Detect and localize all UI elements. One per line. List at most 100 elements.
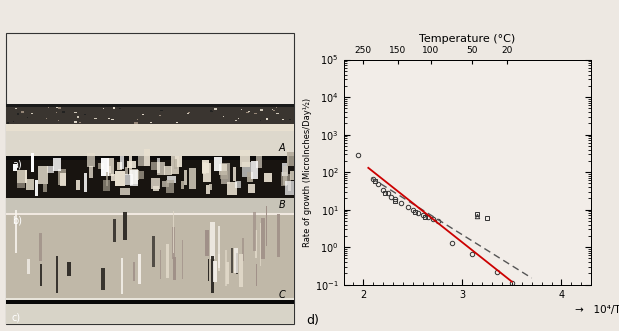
Bar [184, 170, 188, 185]
Bar [246, 112, 249, 113]
Bar [294, 149, 301, 166]
Bar [283, 166, 288, 185]
Bar [231, 248, 233, 273]
Bar [203, 164, 210, 182]
Bar [7, 122, 9, 123]
Bar [131, 170, 139, 186]
Bar [157, 163, 165, 175]
Bar [240, 151, 250, 167]
Bar [266, 118, 269, 119]
Bar [176, 122, 178, 123]
Bar [214, 158, 222, 171]
Bar [235, 120, 237, 121]
Bar [133, 262, 136, 281]
Bar [111, 174, 119, 181]
Bar [233, 167, 236, 181]
Bar [256, 264, 258, 286]
Bar [206, 185, 210, 194]
Bar [282, 119, 284, 120]
Bar [150, 122, 152, 123]
Bar [108, 118, 110, 119]
Bar [151, 178, 160, 189]
Bar [6, 215, 294, 324]
Bar [53, 158, 61, 171]
Bar [74, 121, 77, 123]
Bar [239, 254, 243, 287]
Bar [103, 108, 104, 109]
Bar [134, 122, 137, 124]
Bar [87, 153, 95, 167]
Bar [223, 116, 224, 117]
Bar [208, 259, 209, 281]
Bar [47, 166, 54, 173]
Bar [137, 171, 144, 179]
Bar [243, 162, 251, 177]
Bar [259, 120, 261, 121]
Bar [121, 258, 123, 294]
Bar [285, 181, 295, 195]
Bar [84, 173, 87, 192]
Bar [282, 163, 288, 175]
Bar [79, 122, 81, 123]
Bar [287, 149, 289, 166]
Bar [213, 261, 217, 282]
Bar [227, 182, 238, 195]
Bar [175, 156, 181, 167]
Bar [166, 180, 174, 193]
Bar [277, 214, 280, 257]
Text: B: B [279, 200, 285, 210]
Bar [60, 173, 66, 186]
Bar [17, 169, 27, 183]
Bar [6, 301, 294, 304]
Bar [236, 253, 238, 274]
Bar [288, 119, 291, 120]
Bar [162, 181, 169, 187]
Bar [76, 180, 80, 190]
Text: →   10⁴/T: → 10⁴/T [575, 305, 619, 315]
Bar [121, 188, 129, 195]
Bar [160, 110, 163, 111]
Bar [125, 174, 133, 185]
Bar [111, 119, 114, 120]
Bar [167, 244, 169, 278]
Bar [84, 114, 86, 115]
Bar [58, 120, 59, 121]
Bar [58, 107, 61, 109]
Bar [6, 298, 294, 301]
Bar [35, 180, 38, 196]
Bar [17, 169, 25, 188]
Bar [272, 109, 273, 110]
Bar [62, 111, 65, 113]
Bar [113, 108, 115, 109]
Text: C: C [279, 290, 285, 300]
Bar [6, 156, 294, 160]
Bar [48, 107, 50, 108]
Bar [220, 171, 228, 179]
Bar [135, 170, 139, 180]
Bar [6, 160, 294, 214]
Bar [290, 170, 300, 180]
Bar [120, 156, 124, 169]
Bar [126, 161, 136, 168]
Bar [27, 259, 30, 274]
Bar [287, 152, 295, 166]
Bar [109, 166, 111, 173]
Bar [272, 110, 275, 111]
Bar [6, 107, 294, 125]
Bar [235, 248, 238, 273]
Bar [142, 114, 144, 115]
Bar [6, 105, 294, 125]
Bar [27, 179, 34, 190]
Bar [225, 250, 227, 286]
Bar [248, 111, 250, 112]
Bar [32, 113, 33, 114]
Bar [226, 262, 229, 284]
Bar [181, 240, 183, 279]
Bar [94, 118, 97, 119]
Bar [219, 255, 220, 271]
Bar [40, 264, 42, 286]
X-axis label: Temperature (°C): Temperature (°C) [419, 33, 516, 44]
Bar [6, 124, 294, 131]
Bar [144, 149, 150, 166]
Bar [115, 171, 124, 186]
